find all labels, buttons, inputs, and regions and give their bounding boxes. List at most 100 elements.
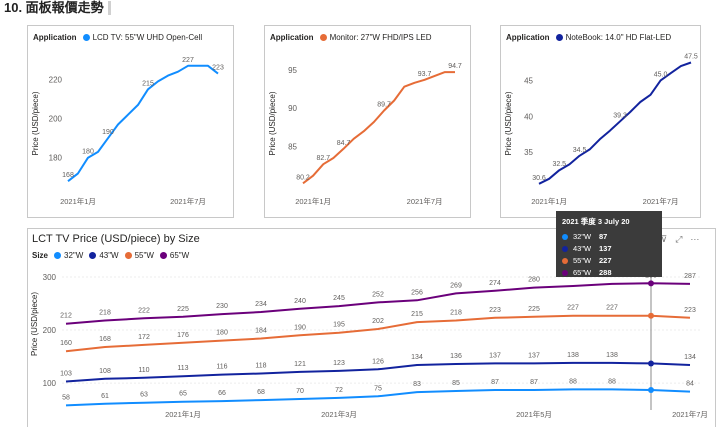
data-label: 223 [489,307,501,314]
legend-item-32[interactable]: 32"W [54,251,83,260]
legend-item-43[interactable]: 43"W [89,251,119,260]
data-label: 202 [372,318,384,325]
tooltip-title: 2021 季度 3 July 20 [562,217,630,226]
data-label: 180 [216,330,228,337]
data-label: 225 [528,306,540,313]
x-tick-label: 2021年3月 [321,409,357,419]
monitor-chart-card[interactable]: Application Monitor: 27"W FHD/IPS LED 85… [264,25,471,218]
tooltip-value: 87 [599,232,608,241]
data-label: 65 [179,391,187,398]
data-label: 108 [99,368,111,375]
y-tick-label: 90 [288,104,297,113]
data-label: 61 [101,393,109,400]
x-tick-label: 2021年7月 [672,409,708,419]
hover-marker [648,386,654,393]
focus-mode-icon[interactable]: ⤢ [675,234,683,244]
series-line-s32 [65,388,691,407]
data-label: 45.0 [654,71,668,78]
chart-legend: Application LCD TV: 55"W UHD Open-Cell [33,33,202,42]
y-tick-label: 100 [43,379,57,388]
x-tick-label: 2021年7月 [407,196,443,206]
data-label: 83 [413,381,421,388]
data-label: 195 [333,322,345,329]
data-label: 138 [567,352,579,359]
legend-label: 65"W [169,251,190,260]
data-label: 190 [294,324,306,331]
data-label: 136 [450,353,462,360]
tooltip-row: 55"W 227 [562,256,656,265]
legend-label: 55"W [134,251,154,260]
legend-series-name: NoteBook: 14.0" HD Flat-LED [565,33,672,42]
data-label: 94.7 [448,63,462,70]
series-line-s55 [65,314,691,353]
data-label: 47.5 [684,53,698,60]
y-tick-label: 40 [524,112,533,121]
series-line [302,71,455,185]
page-title: 10. 面板報價走勢 [4,1,111,15]
tooltip-label: 43"W [573,244,592,253]
data-label: 68 [257,389,265,396]
data-label: 58 [62,394,70,401]
size-legend: Size 32"W 43"W 55"W 65"W [32,251,195,260]
notebook-chart-svg: 35 40 45 2021年1月 2021年7月 Price (USD/piece) 30.… [504,53,698,206]
y-tick-label: 300 [43,273,57,282]
y-axis-label: Price (USD/piece) [268,91,277,155]
data-label: 87 [491,379,499,386]
tooltip-value: 137 [599,244,612,253]
x-tick-label: 2021年1月 [531,196,567,206]
legend-dot [82,34,90,41]
tooltip-value: 227 [599,256,612,265]
data-label: 39.3 [613,112,627,119]
data-label: 34.5 [573,147,587,154]
legend-dot [159,252,167,259]
data-label: 63 [140,392,148,399]
data-label: 126 [372,358,384,365]
y-axis-label: Price (USD/piece) [30,292,39,356]
legend-dot [319,34,327,41]
data-label: 110 [138,367,149,374]
data-label: 190 [102,129,114,136]
notebook-chart-card[interactable]: Application NoteBook: 14.0" HD Flat-LED … [500,25,701,218]
chart-legend: Application NoteBook: 14.0" HD Flat-LED [506,33,671,42]
tooltip-dot [562,269,568,276]
data-label: 176 [177,332,189,339]
data-label: 93.7 [418,71,432,78]
lcd-tv-chart-card[interactable]: Application LCD TV: 55"W UHD Open-Cell 1… [27,25,234,218]
data-label: 280 [528,277,540,284]
tooltip-dot [562,233,568,240]
legend-item-65[interactable]: 65"W [159,251,190,260]
legend-title: Application [270,33,314,42]
more-options-icon[interactable]: ⋯ [690,234,700,244]
hover-marker [648,360,654,367]
data-label: 240 [294,298,306,305]
y-tick-label: 180 [49,154,63,163]
data-label: 32.5 [552,161,566,168]
data-label: 215 [411,311,423,318]
data-label: 227 [182,57,194,64]
data-label: 88 [569,378,577,385]
data-label: 84.7 [337,140,351,147]
x-tick-label: 2021年7月 [643,196,679,206]
data-label: 230 [216,303,228,310]
y-tick-label: 35 [524,148,533,157]
x-tick-label: 2021年5月 [516,409,552,419]
data-label: 121 [294,361,306,368]
chart-legend: Application Monitor: 27"W FHD/IPS LED [270,33,432,42]
legend-label: 32"W [64,251,84,260]
filter-icon[interactable]: ⊽ [660,234,668,244]
series-line-s43 [65,361,691,383]
y-tick-label: 95 [288,66,297,75]
lcd-tv-chart-svg: 180 200 220 2021年1月 2021年7月 Price (USD/piece)… [31,57,224,206]
monitor-chart-svg: 85 90 95 2021年1月 2021年7月 Price (USD/piece) 80.… [268,63,462,206]
data-label: 138 [606,352,618,359]
y-tick-label: 200 [43,326,57,335]
tooltip-row: 43"W 137 [562,244,656,253]
y-axis-label: Price (USD/piece) [504,91,513,155]
data-label: 118 [255,363,266,370]
data-label: 123 [333,360,345,367]
legend-item-55[interactable]: 55"W [124,251,154,260]
data-label: 168 [62,172,74,179]
data-label: 66 [218,390,226,397]
data-label: 256 [411,289,423,296]
legend-title: Application [33,33,77,42]
